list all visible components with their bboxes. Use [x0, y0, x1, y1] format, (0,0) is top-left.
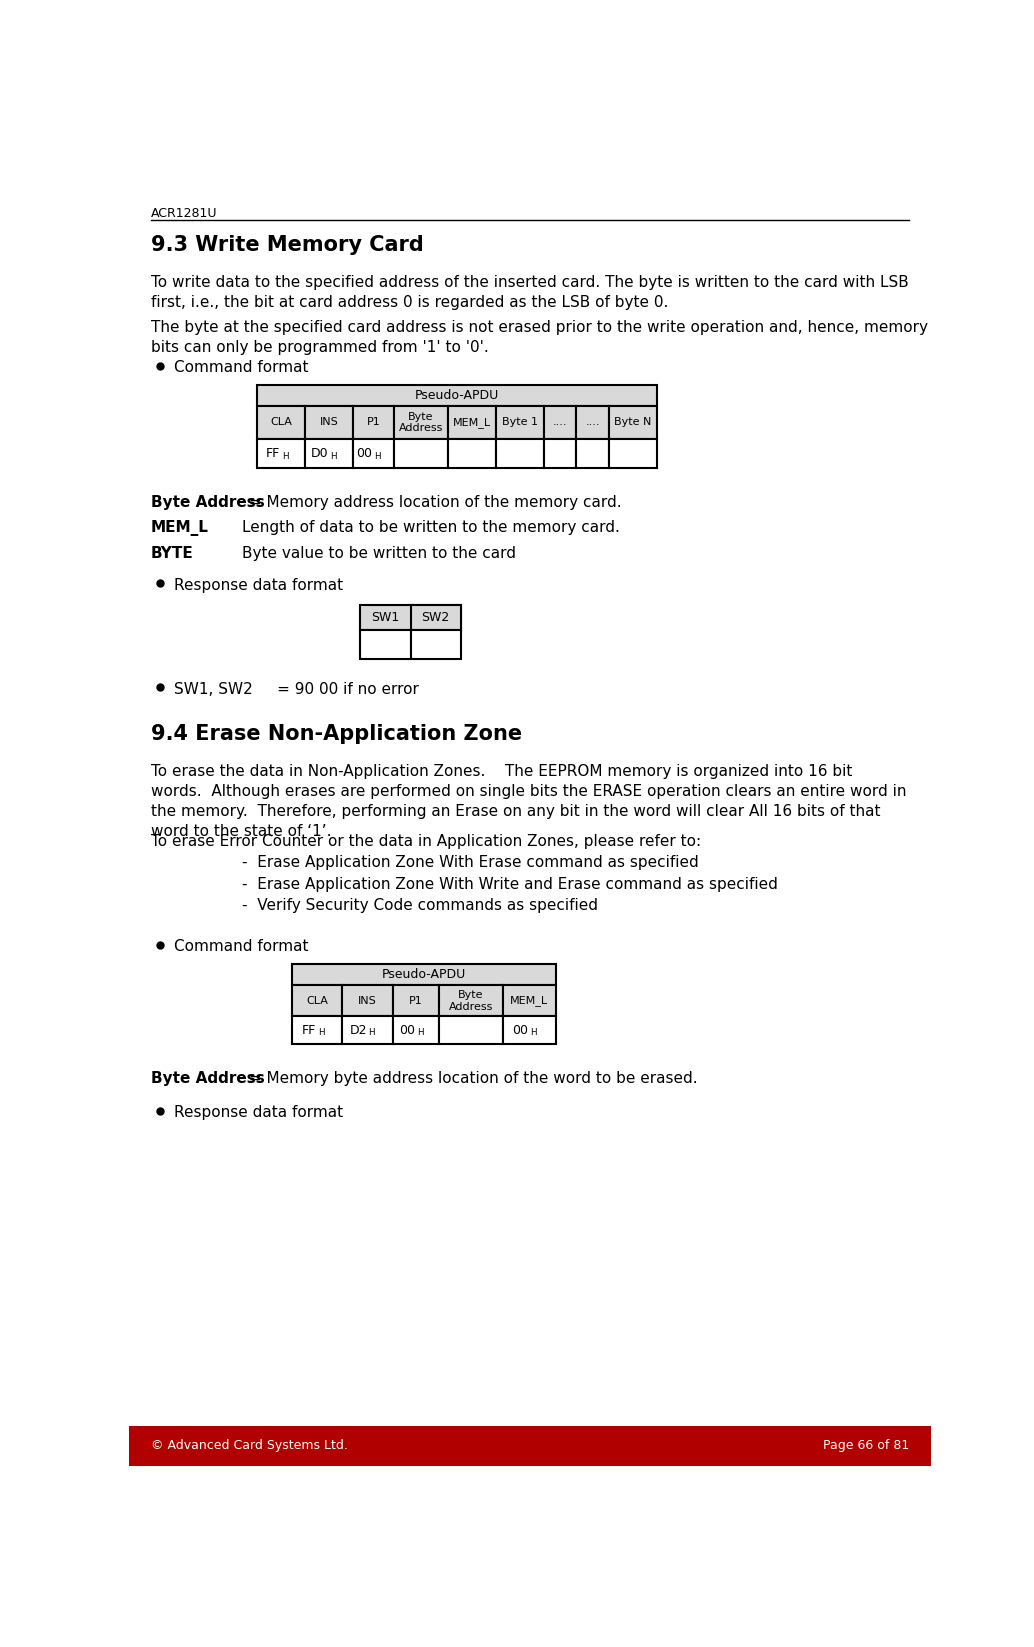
Text: H: H — [318, 1028, 325, 1038]
Text: 00: 00 — [399, 1023, 416, 1036]
Text: -  Verify Security Code commands as specified: - Verify Security Code commands as speci… — [242, 898, 598, 914]
Text: MEM_L: MEM_L — [510, 995, 548, 1006]
Bar — [360, 604, 461, 629]
Bar — [393, 1016, 439, 1044]
Bar — [394, 438, 448, 468]
Text: = Memory byte address location of the word to be erased.: = Memory byte address location of the wo… — [244, 1071, 698, 1085]
Text: Response data format: Response data format — [174, 1105, 343, 1120]
Text: H: H — [417, 1028, 423, 1038]
Bar — [292, 985, 342, 1016]
Bar — [354, 438, 394, 468]
Text: Response data format: Response data format — [174, 578, 343, 593]
Text: Pseudo-APDU: Pseudo-APDU — [415, 389, 499, 402]
Bar — [292, 963, 555, 985]
Text: D0: D0 — [311, 446, 329, 460]
Text: Command format: Command format — [174, 939, 309, 954]
Text: Pseudo-APDU: Pseudo-APDU — [382, 968, 466, 982]
Bar — [257, 407, 305, 438]
Text: CLA: CLA — [270, 417, 292, 428]
Bar — [129, 1426, 931, 1466]
Text: Byte value to be written to the card: Byte value to be written to the card — [242, 545, 516, 560]
Text: CLA: CLA — [306, 996, 328, 1006]
Bar — [305, 438, 354, 468]
Text: INS: INS — [320, 417, 338, 428]
Text: H: H — [282, 451, 288, 461]
Text: Byte Address: Byte Address — [151, 494, 265, 511]
Bar — [496, 438, 544, 468]
Text: H: H — [330, 451, 337, 461]
Text: P1: P1 — [366, 417, 381, 428]
Text: SW2: SW2 — [421, 611, 450, 624]
Text: P1: P1 — [409, 996, 423, 1006]
Bar — [394, 407, 448, 438]
Text: To write data to the specified address of the inserted card. The byte is written: To write data to the specified address o… — [151, 275, 909, 310]
Text: Command format: Command format — [174, 361, 309, 376]
Text: MEM_L: MEM_L — [151, 520, 209, 537]
Text: ....: .... — [585, 417, 600, 428]
Text: -  Erase Application Zone With Erase command as specified: - Erase Application Zone With Erase comm… — [242, 855, 698, 870]
Bar — [354, 407, 394, 438]
Text: 00: 00 — [357, 446, 372, 460]
Bar — [305, 407, 354, 438]
Bar — [609, 407, 657, 438]
Text: 9.4 Erase Non-Application Zone: 9.4 Erase Non-Application Zone — [151, 725, 522, 744]
Bar — [544, 407, 576, 438]
Text: H: H — [374, 451, 381, 461]
Bar — [448, 407, 496, 438]
Text: Byte
Address: Byte Address — [398, 412, 443, 433]
Text: = Memory address location of the memory card.: = Memory address location of the memory … — [244, 494, 621, 511]
Text: INS: INS — [358, 996, 377, 1006]
Text: Byte Address: Byte Address — [151, 1071, 265, 1085]
Bar — [439, 985, 503, 1016]
Text: FF: FF — [266, 446, 280, 460]
Bar — [544, 438, 576, 468]
Text: D2: D2 — [349, 1023, 367, 1036]
Text: 9.3 Write Memory Card: 9.3 Write Memory Card — [151, 236, 424, 255]
Bar — [410, 629, 461, 659]
Text: Length of data to be written to the memory card.: Length of data to be written to the memo… — [242, 520, 619, 535]
Bar — [503, 985, 555, 1016]
Text: -  Erase Application Zone With Write and Erase command as specified: - Erase Application Zone With Write and … — [242, 876, 778, 891]
Bar — [496, 407, 544, 438]
Text: Byte 1: Byte 1 — [501, 417, 538, 428]
Text: Byte N: Byte N — [614, 417, 651, 428]
Text: SW1: SW1 — [371, 611, 399, 624]
Text: Page 66 of 81: Page 66 of 81 — [823, 1439, 909, 1453]
Bar — [393, 985, 439, 1016]
Text: MEM_L: MEM_L — [453, 417, 491, 428]
Bar — [448, 438, 496, 468]
Bar — [342, 985, 393, 1016]
Text: 00: 00 — [513, 1023, 528, 1036]
Text: BYTE: BYTE — [151, 545, 193, 560]
Bar — [576, 407, 609, 438]
Bar — [360, 629, 410, 659]
Text: SW1, SW2     = 90 00 if no error: SW1, SW2 = 90 00 if no error — [174, 682, 419, 697]
Text: To erase Error Counter or the data in Application Zones, please refer to:: To erase Error Counter or the data in Ap… — [151, 833, 701, 848]
Text: © Advanced Card Systems Ltd.: © Advanced Card Systems Ltd. — [151, 1439, 347, 1453]
Bar — [292, 1016, 342, 1044]
Bar — [342, 1016, 393, 1044]
Text: ACR1281U: ACR1281U — [151, 208, 217, 221]
Bar — [410, 604, 461, 629]
Text: H: H — [368, 1028, 375, 1038]
Bar — [503, 1016, 555, 1044]
Text: Byte
Address: Byte Address — [449, 990, 493, 1011]
Text: ....: .... — [553, 417, 568, 428]
Bar — [439, 1016, 503, 1044]
Text: H: H — [529, 1028, 537, 1038]
Text: To erase the data in Non-Application Zones.    The EEPROM memory is organized in: To erase the data in Non-Application Zon… — [151, 764, 907, 838]
Bar — [257, 385, 657, 407]
Text: FF: FF — [302, 1023, 316, 1036]
Text: The byte at the specified card address is not erased prior to the write operatio: The byte at the specified card address i… — [151, 320, 927, 354]
Bar — [576, 438, 609, 468]
Bar — [257, 438, 305, 468]
Bar — [609, 438, 657, 468]
